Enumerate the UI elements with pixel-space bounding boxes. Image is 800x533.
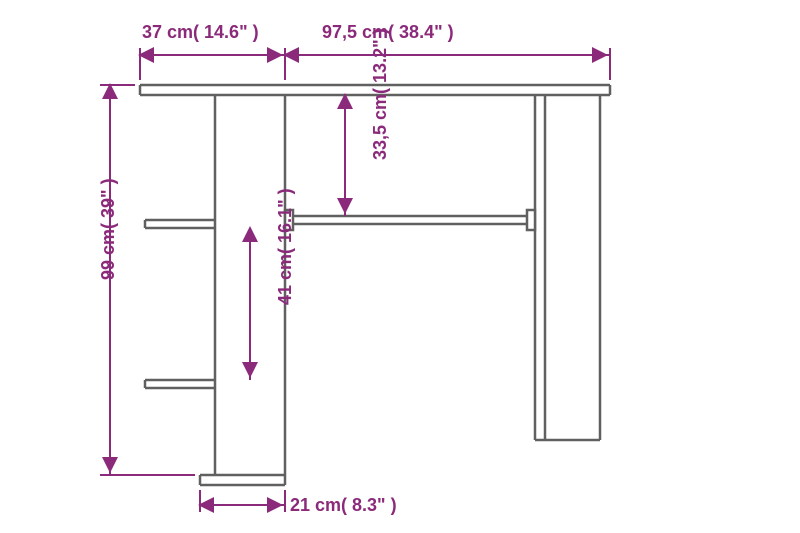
dim-depth-label: 37 cm( 14.6" ) [142, 22, 259, 43]
dim-base-depth-label: 21 cm( 8.3" ) [290, 495, 397, 516]
dim-shelf-gap-label: 41 cm( 16.1" ) [275, 188, 296, 305]
dim-top-to-rail-label: 33,5 cm( 13.2" ) [370, 28, 391, 160]
diagram-canvas: 37 cm( 14.6" ) 97,5 cm( 38.4" ) 99 cm( 3… [0, 0, 800, 533]
diagram-svg [0, 0, 800, 533]
dim-height-label: 99 cm( 39" ) [98, 178, 119, 280]
